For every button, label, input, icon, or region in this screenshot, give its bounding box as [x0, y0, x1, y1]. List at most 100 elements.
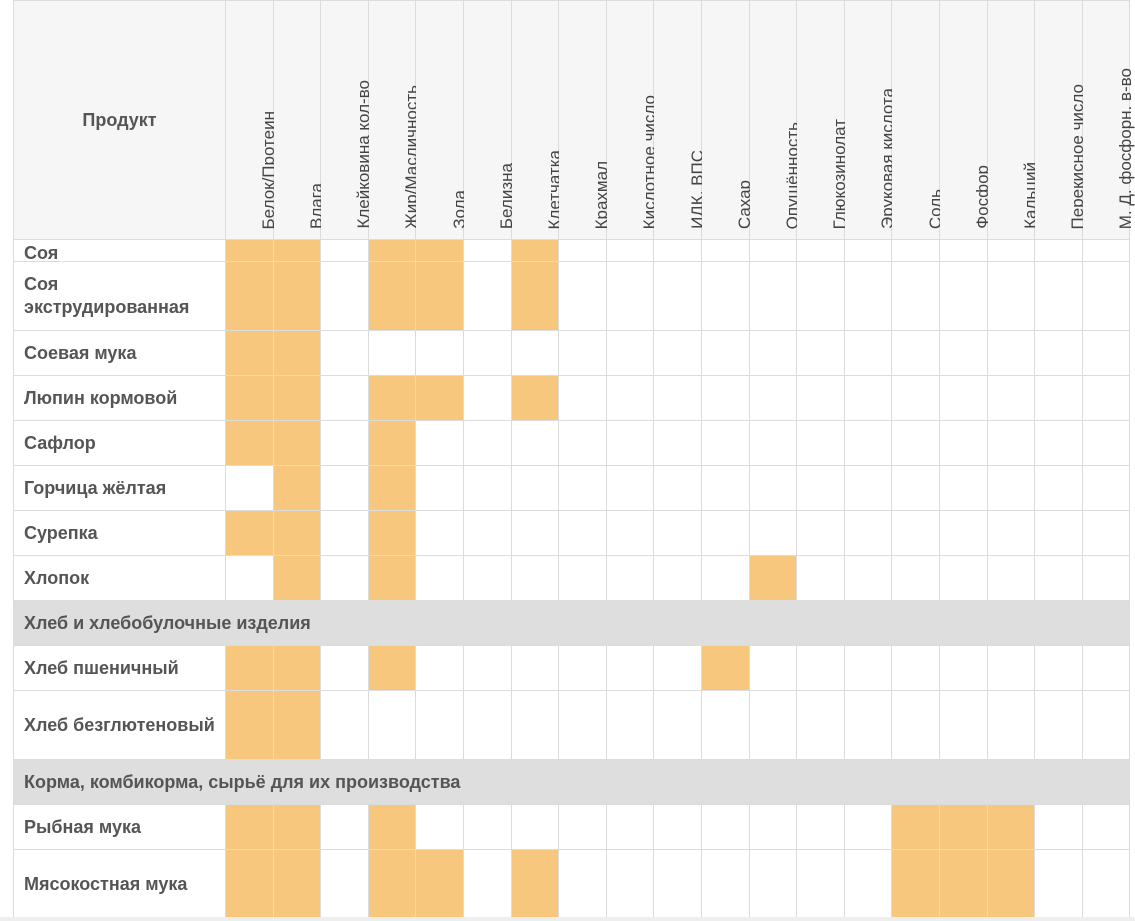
empty-cell: [320, 330, 369, 376]
empty-cell: [605, 330, 655, 376]
empty-cell: [891, 239, 940, 262]
table-row: Сафлор: [13, 420, 1131, 466]
empty-cell: [653, 261, 702, 331]
column-header[interactable]: Белок/Протеин: [225, 0, 278, 240]
empty-cell: [938, 690, 988, 760]
column-header[interactable]: Эруковая кислота: [843, 0, 897, 240]
column-header[interactable]: Клейковина кол-во: [320, 0, 373, 240]
available-test-cell: [415, 239, 464, 262]
column-header[interactable]: Крахмал: [558, 0, 611, 240]
available-test-cell: [367, 420, 417, 466]
column-header[interactable]: Опушённость: [748, 0, 802, 240]
empty-cell: [986, 261, 1036, 331]
empty-cell: [415, 555, 464, 601]
empty-cell: [462, 804, 512, 850]
horizontal-scrollbar[interactable]: [0, 917, 1135, 921]
column-header[interactable]: ИДК, ВПС: [653, 0, 707, 240]
empty-cell: [748, 645, 798, 691]
product-name: Сурепка: [13, 510, 226, 556]
column-header[interactable]: Влага: [272, 0, 326, 240]
available-test-cell: [272, 849, 322, 919]
table-header-row: Продукт Белок/Протеин Влага Клейковина кол…: [13, 0, 1135, 240]
empty-cell: [653, 645, 702, 691]
empty-cell: [796, 849, 845, 919]
column-header[interactable]: Глюкозинолат: [796, 0, 849, 240]
empty-cell: [748, 239, 798, 262]
empty-cell: [367, 690, 417, 760]
empty-cell: [891, 420, 940, 466]
column-header[interactable]: Перекисное число: [1034, 0, 1087, 240]
column-header[interactable]: Зола: [415, 0, 469, 240]
empty-cell: [558, 849, 607, 919]
table-container[interactable]: Продукт Белок/Протеин Влага Клейковина кол…: [13, 0, 1135, 921]
column-header[interactable]: Фосфор: [938, 0, 992, 240]
empty-cell: [558, 330, 607, 376]
empty-cell: [843, 690, 893, 760]
empty-cell: [700, 239, 750, 262]
column-header-label: М. Д. фосфорн. в-во: [1115, 67, 1135, 229]
available-test-cell: [225, 645, 274, 691]
column-header[interactable]: Клетчатка: [510, 0, 564, 240]
table-row: Горчица жёлтая: [13, 465, 1131, 511]
empty-cell: [938, 375, 988, 421]
available-test-cell: [225, 375, 274, 421]
empty-cell: [748, 465, 798, 511]
empty-cell: [748, 420, 798, 466]
empty-cell: [605, 849, 655, 919]
available-test-cell: [367, 849, 417, 919]
empty-cell: [843, 645, 893, 691]
empty-cell: [891, 330, 940, 376]
available-test-cell: [272, 465, 322, 511]
empty-cell: [986, 375, 1036, 421]
empty-cell: [653, 375, 702, 421]
empty-cell: [462, 420, 512, 466]
empty-cell: [1081, 330, 1131, 376]
available-test-cell: [986, 804, 1036, 850]
column-header[interactable]: Соль: [891, 0, 945, 240]
available-test-cell: [938, 849, 988, 919]
empty-cell: [938, 465, 988, 511]
empty-cell: [843, 261, 893, 331]
column-header[interactable]: Сахар: [700, 0, 754, 240]
empty-cell: [510, 465, 560, 511]
available-test-cell: [272, 330, 322, 376]
column-header[interactable]: М. Д. фосфорн. в-во: [1081, 0, 1135, 240]
empty-cell: [986, 690, 1036, 760]
available-test-cell: [700, 645, 750, 691]
product-column-header[interactable]: Продукт: [13, 0, 226, 240]
empty-cell: [748, 510, 798, 556]
column-header[interactable]: Кальций: [986, 0, 1040, 240]
column-header[interactable]: Жир/Масличность: [367, 0, 421, 240]
empty-cell: [320, 375, 369, 421]
column-header[interactable]: Белизна: [462, 0, 516, 240]
empty-cell: [843, 330, 893, 376]
empty-cell: [415, 330, 464, 376]
empty-cell: [653, 330, 702, 376]
empty-cell: [891, 645, 940, 691]
column-header[interactable]: Кислотное число: [605, 0, 659, 240]
available-test-cell: [367, 645, 417, 691]
empty-cell: [891, 510, 940, 556]
empty-cell: [462, 510, 512, 556]
empty-cell: [605, 510, 655, 556]
available-test-cell: [748, 555, 798, 601]
empty-cell: [891, 690, 940, 760]
empty-cell: [462, 375, 512, 421]
empty-cell: [605, 375, 655, 421]
empty-cell: [700, 420, 750, 466]
available-test-cell: [272, 375, 322, 421]
empty-cell: [796, 645, 845, 691]
empty-cell: [320, 804, 369, 850]
available-test-cell: [891, 804, 940, 850]
available-test-cell: [986, 849, 1036, 919]
empty-cell: [748, 690, 798, 760]
empty-cell: [605, 465, 655, 511]
available-test-cell: [272, 261, 322, 331]
product-name: Мясокостная мука: [13, 849, 226, 919]
empty-cell: [605, 690, 655, 760]
empty-cell: [605, 555, 655, 601]
empty-cell: [1081, 804, 1131, 850]
empty-cell: [510, 804, 560, 850]
empty-cell: [796, 375, 845, 421]
empty-cell: [796, 804, 845, 850]
